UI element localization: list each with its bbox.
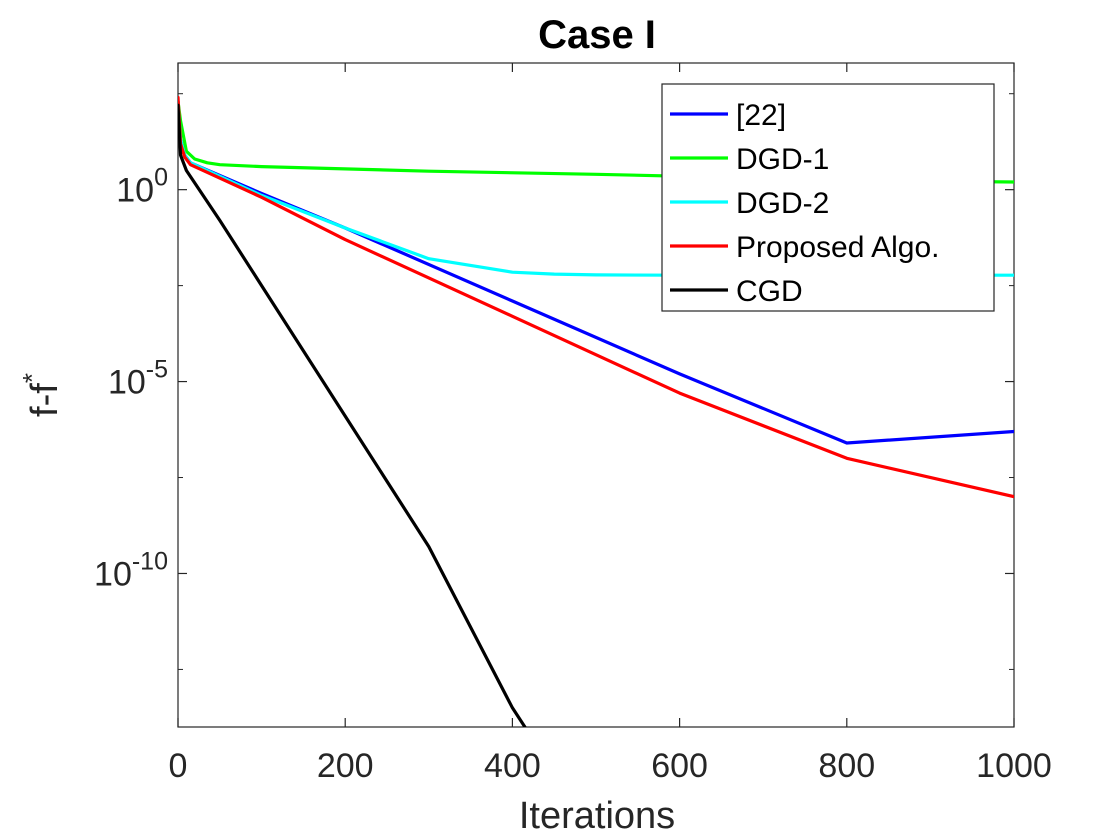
x-tick-label: 800 [818,747,875,785]
series-lines [178,95,1014,727]
legend-label: DGD-1 [736,143,829,176]
y-tick-label-base: 10 [116,172,154,210]
y-tick-label-exponent: -10 [132,547,168,575]
y-tick-label-exponent: -5 [146,356,168,384]
y-axis-label-group: f-f* [17,373,66,417]
ticks [177,63,1015,727]
series-line-4 [178,103,527,727]
y-tick-label-base: 10 [94,555,132,593]
y-tick-label: 100 [116,164,168,210]
legend-label: CGD [736,275,803,308]
y-tick-label: 10-5 [108,356,168,402]
legend: [22] DGD-1 DGD-2 Proposed Algo. CGD [661,83,995,312]
y-axis-label-superscript: * [17,373,47,383]
legend-label: DGD-2 [736,187,829,220]
series-line-3 [178,95,1014,499]
x-tick-label: 600 [651,747,708,785]
y-tick-label: 10-10 [94,547,168,593]
y-tick-label-base: 10 [108,364,146,402]
x-tick-label: 400 [484,747,541,785]
y-tick-label-exponent: 0 [154,164,168,192]
y-axis-label: f-f [24,383,66,417]
x-axis-label: Iterations [519,795,675,837]
svg-text:f-f*: f-f* [17,373,66,417]
x-tick-labels: 0 200 400 600 800 1000 [169,747,1052,785]
legend-box [661,83,995,312]
x-tick-label: 1000 [976,747,1052,785]
legend-label: Proposed Algo. [736,231,939,264]
x-tick-label: 200 [317,747,374,785]
chart-title: Case I [538,13,656,57]
x-tick-label: 0 [169,747,188,785]
legend-label: [22] [736,99,786,132]
